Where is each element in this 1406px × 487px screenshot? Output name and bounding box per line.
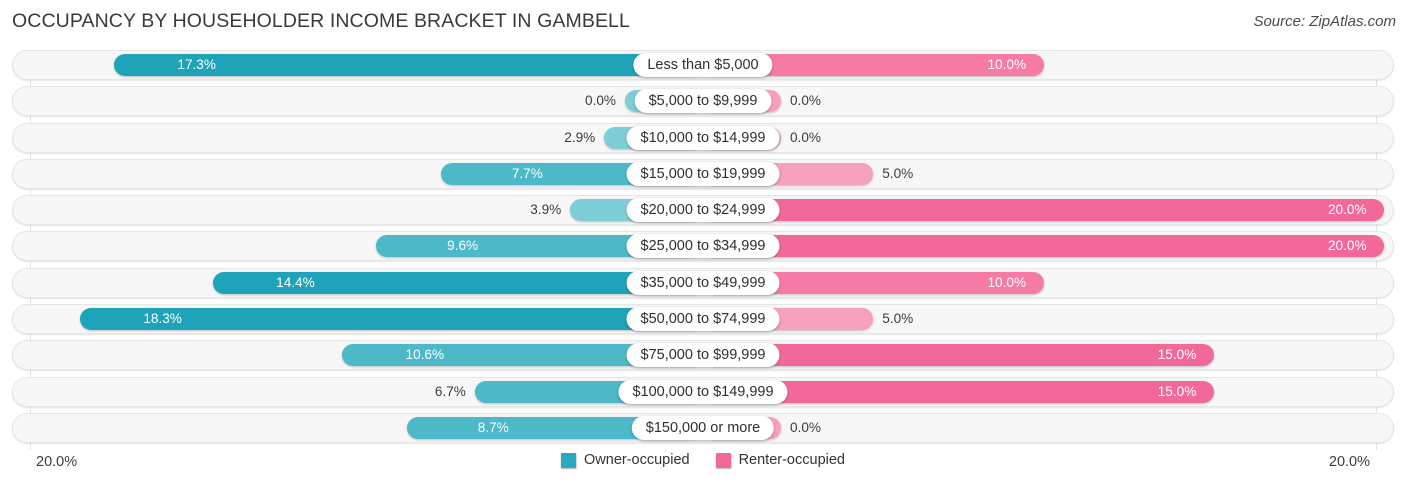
table-row: 10.6% 15.0% $75,000 to $99,999 <box>0 340 1406 371</box>
table-row: 3.9% 20.0% $20,000 to $24,999 <box>0 195 1406 226</box>
bar-renter-occupied[interactable] <box>703 380 1214 403</box>
table-row: 17.3% 10.0% Less than $5,000 <box>0 50 1406 80</box>
bar-owner-occupied[interactable] <box>376 235 703 258</box>
chart-footer: 20.0% Owner-occupied Renter-occupied 20.… <box>0 446 1406 487</box>
bar-renter-occupied[interactable] <box>703 271 1044 294</box>
bar-value-owner-occupied: 14.4% <box>276 274 315 290</box>
bar-renter-occupied[interactable] <box>703 199 1384 222</box>
bar-owner-occupied[interactable] <box>406 416 703 439</box>
bar-rows: 17.3% 10.0% Less than $5,000 0.0% 0.0% $5,000… <box>0 50 1406 449</box>
legend-item-owner-occupied[interactable]: Owner-occupied <box>561 452 690 468</box>
table-row: 9.6% 20.0% $25,000 to $34,999 <box>0 231 1406 262</box>
category-label: $100,000 to $149,999 <box>618 379 788 404</box>
table-row: 18.3% 5.0% $50,000 to $74,999 <box>0 304 1406 335</box>
bar-value-owner-occupied: 6.7% <box>434 383 466 399</box>
chart-plot-area: 17.3% 10.0% Less than $5,000 0.0% 0.0% $5,000… <box>0 50 1406 450</box>
table-row: 0.0% 0.0% $5,000 to $9,999 <box>0 86 1406 117</box>
bar-value-owner-occupied: 18.3% <box>143 311 182 327</box>
legend-label-owner-occupied: Owner-occupied <box>584 452 690 468</box>
category-label: $25,000 to $34,999 <box>626 234 780 259</box>
category-label: $75,000 to $99,999 <box>626 343 780 368</box>
bar-owner-occupied[interactable] <box>113 54 703 76</box>
bar-value-owner-occupied: 0.0% <box>585 93 616 109</box>
bar-value-owner-occupied: 9.6% <box>447 238 479 254</box>
category-label: $150,000 or more <box>631 415 775 440</box>
bar-value-renter-occupied: 5.0% <box>882 165 914 181</box>
bar-value-renter-occupied: 10.0% <box>987 57 1027 72</box>
table-row: 8.7% 0.0% $150,000 or more <box>0 412 1406 443</box>
category-label: $15,000 to $19,999 <box>626 161 780 186</box>
source-attribution: Source: ZipAtlas.com <box>1253 13 1396 30</box>
table-row: 14.4% 10.0% $35,000 to $49,999 <box>0 267 1406 298</box>
category-label: $35,000 to $49,999 <box>626 270 780 295</box>
bar-value-renter-occupied: 0.0% <box>790 129 821 145</box>
legend-item-renter-occupied[interactable]: Renter-occupied <box>715 452 845 468</box>
bar-value-owner-occupied: 10.6% <box>405 347 445 363</box>
table-row: 7.7% 5.0% $15,000 to $19,999 <box>0 158 1406 189</box>
chart-legend: Owner-occupied Renter-occupied <box>561 452 845 468</box>
bar-value-owner-occupied: 7.7% <box>511 165 543 181</box>
bar-owner-occupied[interactable] <box>212 271 703 294</box>
bar-value-renter-occupied: 0.0% <box>790 93 821 109</box>
legend-label-renter-occupied: Renter-occupied <box>738 452 845 468</box>
chart-header: OCCUPANCY BY HOUSEHOLDER INCOME BRACKET … <box>0 0 1406 46</box>
bar-value-owner-occupied: 8.7% <box>477 419 509 435</box>
bar-value-renter-occupied: 5.0% <box>882 311 914 327</box>
bar-value-renter-occupied: 0.0% <box>790 419 821 435</box>
bar-value-renter-occupied: 15.0% <box>1157 383 1197 399</box>
category-label: Less than $5,000 <box>633 53 773 77</box>
bar-value-owner-occupied: 2.9% <box>564 129 596 145</box>
bar-value-renter-occupied: 15.0% <box>1157 347 1197 363</box>
bar-value-owner-occupied: 17.3% <box>177 57 216 72</box>
category-label: $50,000 to $74,999 <box>626 307 780 332</box>
page-title: OCCUPANCY BY HOUSEHOLDER INCOME BRACKET … <box>12 10 630 32</box>
bar-value-renter-occupied: 20.0% <box>1328 238 1367 254</box>
legend-swatch-owner-occupied <box>561 452 577 468</box>
bar-owner-occupied[interactable] <box>79 308 703 331</box>
bar-renter-occupied[interactable] <box>703 344 1214 367</box>
bar-renter-occupied[interactable] <box>703 54 1044 76</box>
table-row: 2.9% 0.0% $10,000 to $14,999 <box>0 122 1406 153</box>
legend-swatch-renter-occupied <box>715 452 731 468</box>
category-label: $10,000 to $14,999 <box>626 125 780 150</box>
bar-owner-occupied[interactable] <box>342 344 703 367</box>
axis-label-left: 20.0% <box>36 454 78 470</box>
bar-renter-occupied[interactable] <box>703 235 1384 258</box>
bar-value-owner-occupied: 3.9% <box>530 202 562 218</box>
category-label: $5,000 to $9,999 <box>634 89 772 114</box>
table-row: 6.7% 15.0% $100,000 to $149,999 <box>0 376 1406 407</box>
bar-value-renter-occupied: 10.0% <box>987 274 1027 290</box>
category-label: $20,000 to $24,999 <box>626 198 780 223</box>
bar-value-renter-occupied: 20.0% <box>1328 202 1367 218</box>
axis-label-right: 20.0% <box>1328 454 1370 470</box>
